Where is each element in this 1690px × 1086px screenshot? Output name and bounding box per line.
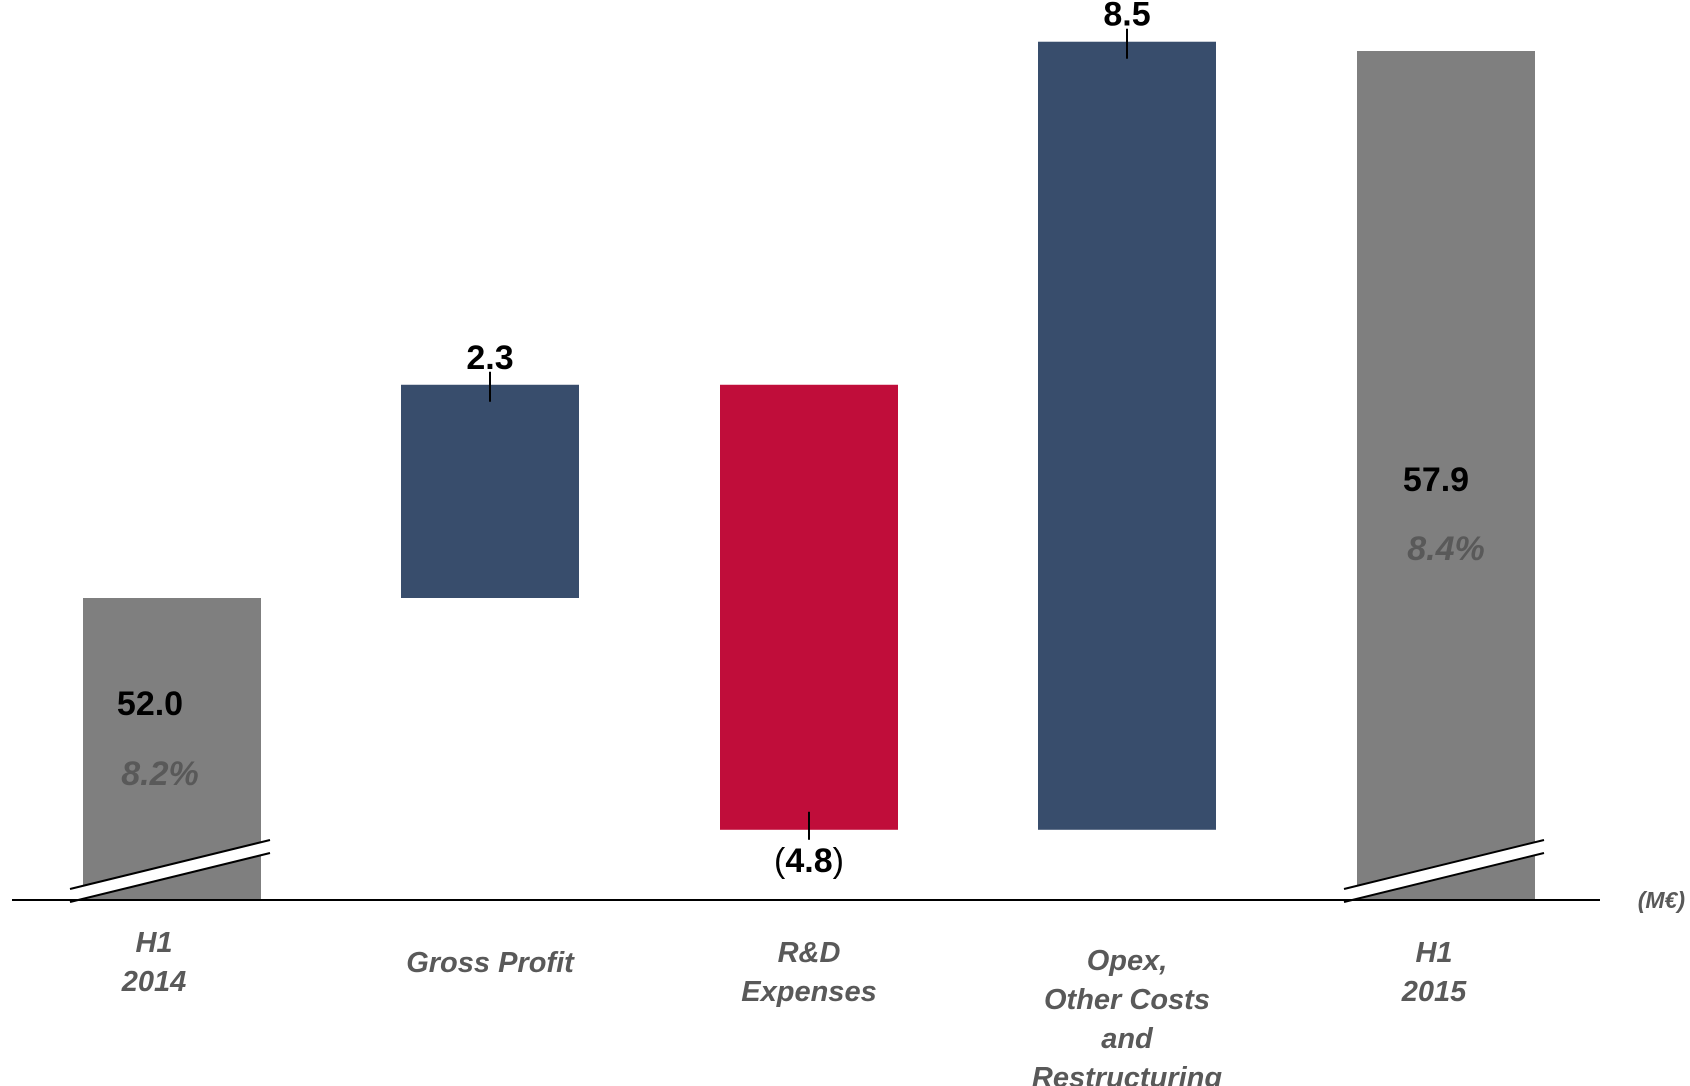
axis-break-gap-5 — [1344, 840, 1544, 902]
axis-break-gap-1 — [70, 840, 270, 902]
data-label-2: 2.3 — [466, 339, 513, 377]
category-label-2: Gross Profit — [406, 947, 575, 979]
category-label-4: Opex, Other Costs and Restructuring — [1032, 945, 1222, 1086]
category-label-5: H1 2015 — [1401, 937, 1467, 1008]
total-bar-5 — [1357, 51, 1535, 900]
data-label-5: 57.9 — [1403, 461, 1469, 499]
pct-label-5: 8.4% — [1407, 530, 1485, 568]
data-label-4: 8.5 — [1103, 0, 1150, 34]
delta-bar-2 — [401, 384, 579, 598]
axis-break-line-lower-1 — [69, 852, 271, 903]
data-label-1: 52.0 — [117, 685, 183, 723]
pct-label-1: 8.2% — [121, 755, 199, 793]
axis-break-line-upper-5 — [1343, 839, 1545, 890]
axis-break-line-upper-1 — [69, 839, 271, 890]
delta-bar-3 — [720, 384, 898, 830]
data-label-3: (4.8) — [774, 842, 844, 880]
delta-bar-4 — [1038, 41, 1216, 830]
category-label-3: R&D Expenses — [741, 937, 876, 1008]
axis-break-line-lower-5 — [1343, 852, 1545, 903]
category-label-1: H1 2014 — [121, 927, 187, 998]
unit-label: (M€) — [1638, 887, 1685, 913]
